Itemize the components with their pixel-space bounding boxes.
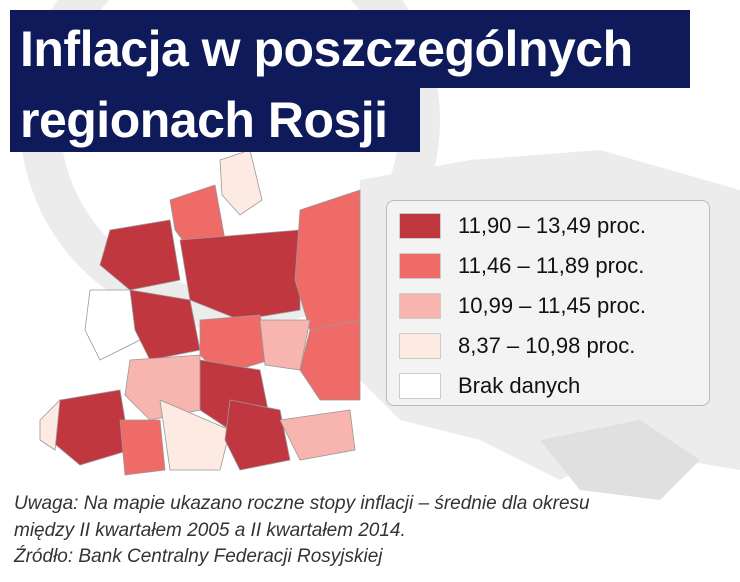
title-line: regionach Rosji (10, 88, 420, 152)
note: między II kwartałem 2005 a II kwartałem … (14, 520, 406, 541)
legend-swatch (399, 213, 441, 239)
title-line: Inflacja w poszczególnych (10, 10, 690, 88)
legend-swatch (399, 333, 441, 359)
note: Uwaga: Na mapie ukazano roczne stopy inf… (14, 493, 590, 514)
legend-label: 10,99 – 11,45 proc. (458, 293, 646, 318)
legend-label: 8,37 – 10,98 proc. (458, 333, 636, 358)
source: Źródło: Bank Centralny Federacji Rosyjsk… (14, 546, 383, 567)
legend-label: Brak danych (458, 373, 581, 398)
legend-swatch (399, 293, 441, 319)
legend: 11,90 – 13,49 proc. 11,46 – 11,89 proc. 10… (386, 200, 710, 406)
legend-item: 10,99 – 11,45 proc. (399, 293, 646, 319)
legend-item: 11,90 – 13,49 proc. (399, 213, 646, 239)
legend-label: 11,46 – 11,89 proc. (458, 253, 645, 278)
background-land (540, 420, 700, 500)
regions (39, 149, 361, 476)
legend-item: Brak danych (399, 373, 580, 399)
legend-item: 11,46 – 11,89 proc. (399, 253, 644, 279)
legend-swatch (399, 373, 441, 399)
legend-item: 8,37 – 10,98 proc. (399, 333, 635, 359)
legend-label: 11,90 – 13,49 proc. (458, 213, 646, 238)
legend-swatch (399, 253, 441, 279)
